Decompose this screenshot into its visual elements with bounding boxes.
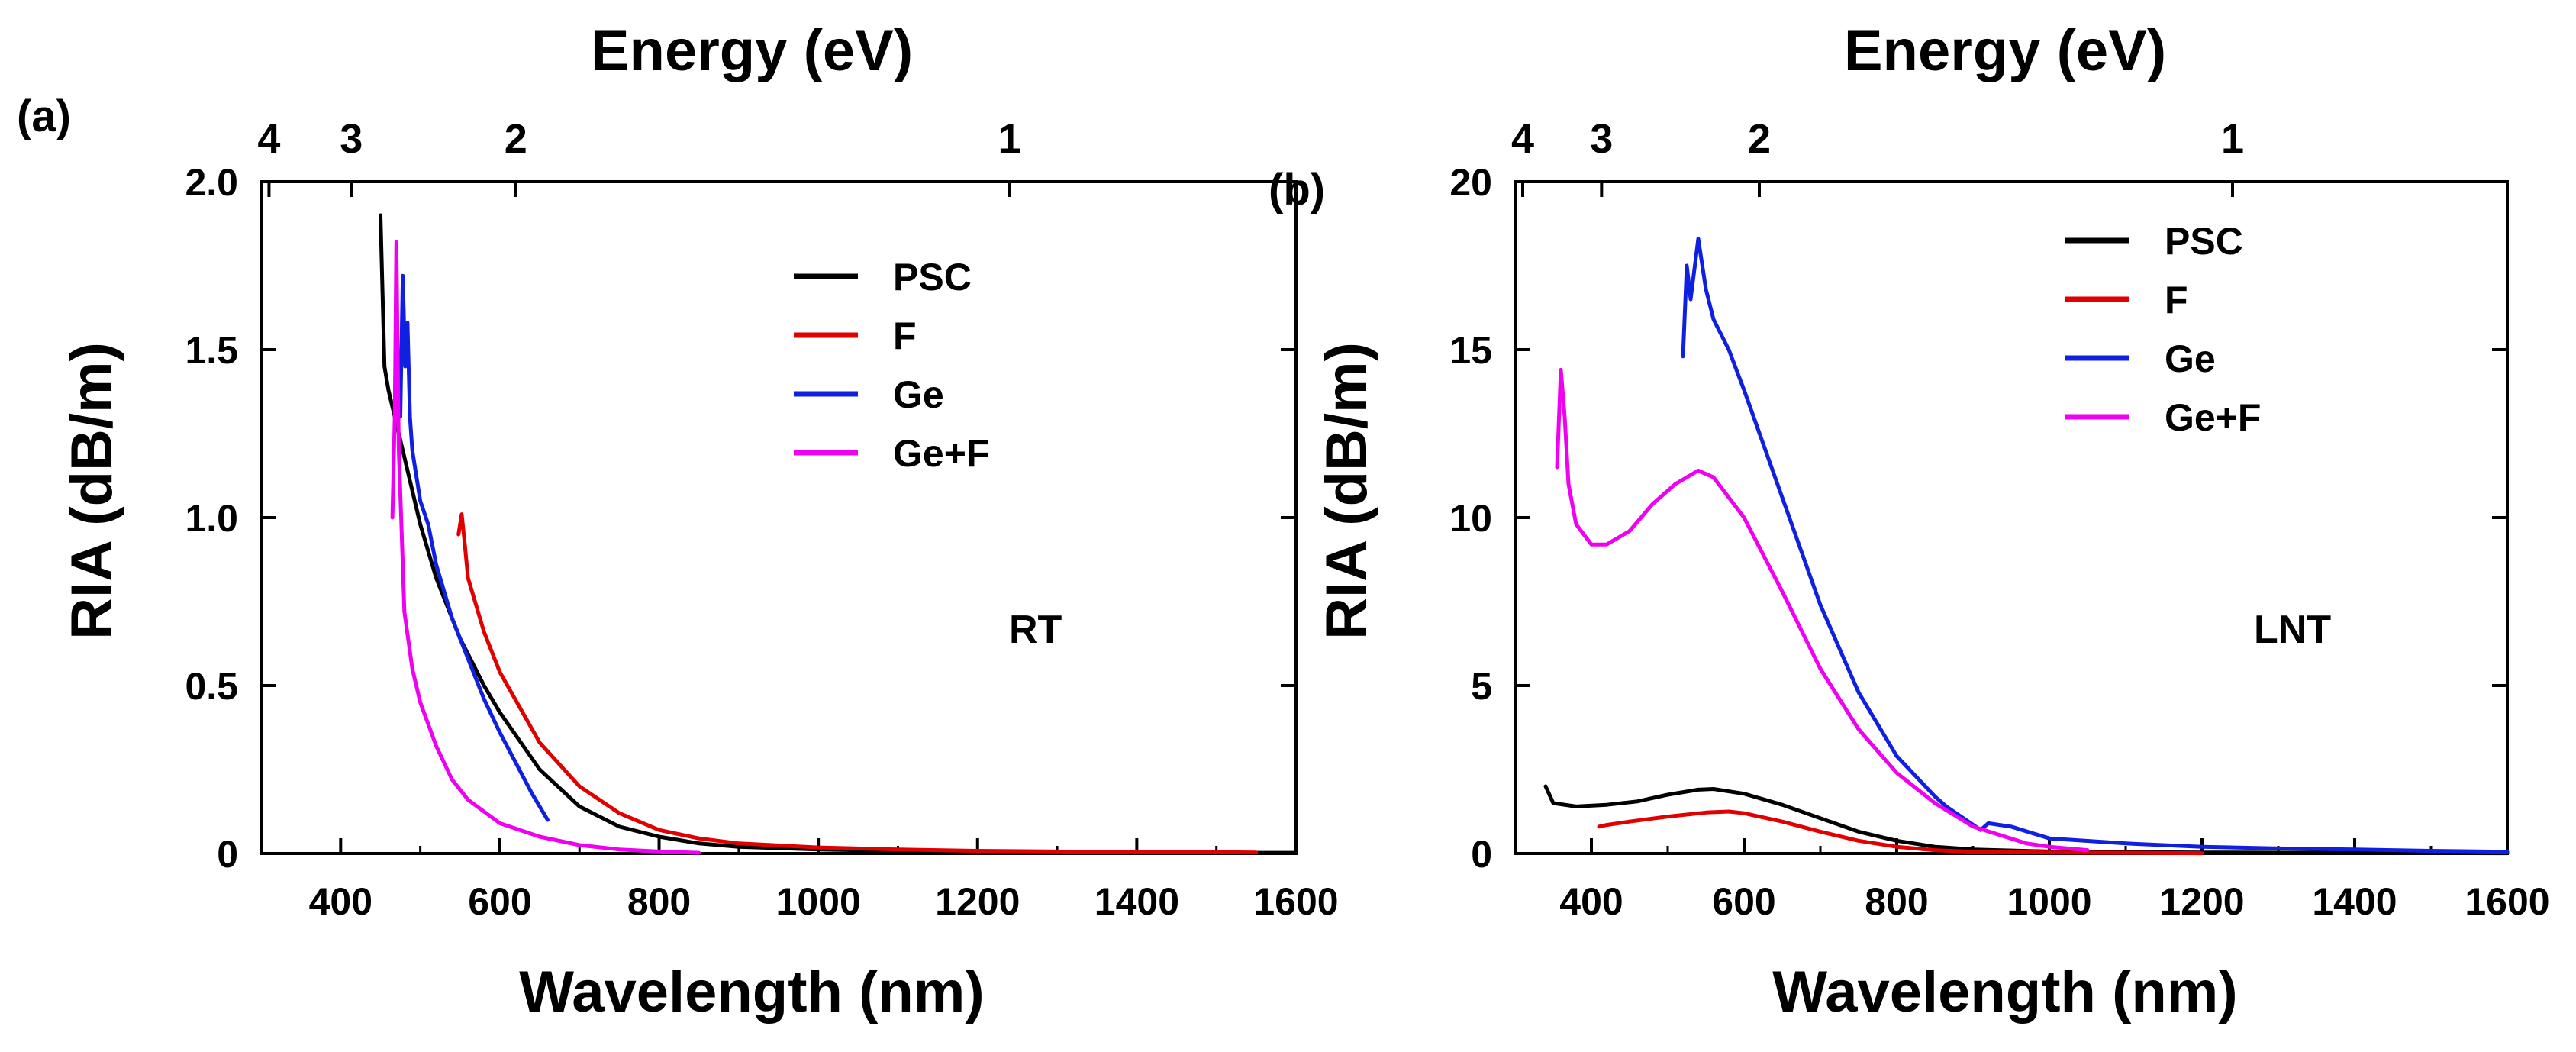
panel-a-legend-label-psc: PSC	[893, 256, 972, 298]
panel-b-energy-tick-label: 1	[2221, 116, 2244, 162]
panel-b-energy-axis-title: Energy (eV)	[1844, 18, 2166, 83]
panel-a-x-tick-label: 1400	[1095, 880, 1179, 923]
panel-a-annotation-rt: RT	[1009, 608, 1062, 652]
panel-a-legend-label-ge: Ge	[893, 373, 944, 416]
panel-a-energy-tick-label: 4	[257, 116, 280, 162]
panel-b-series-f	[1597, 809, 2204, 856]
panel-a-y-tick-label: 0	[217, 833, 238, 876]
panel-a-y-tick-label: 1.5	[185, 329, 238, 372]
panel-b-y-axis-title: RIA (dB/m)	[1314, 342, 1379, 640]
panel-a-y-tick-label: 0.5	[185, 665, 238, 708]
panel-b-label: (b)	[1269, 165, 1325, 215]
panel-a-y-tick-label: 1.0	[185, 497, 238, 540]
panel-b-series-ge	[1681, 237, 2510, 854]
panel-a-series-ge-plus-f	[390, 240, 701, 855]
panel-a-x-tick-label: 1200	[935, 880, 1020, 923]
panel-a-legend-label-f: F	[893, 315, 917, 357]
panel-b-legend-label-psc: PSC	[2165, 220, 2243, 263]
panel-b-x-tick-label: 400	[1559, 880, 1623, 923]
panel-b-y-tick-label: 5	[1471, 665, 1492, 708]
panel-b-y-tick-label: 20	[1449, 161, 1492, 204]
panel-a-x-tick-label: 1000	[776, 880, 861, 923]
panel-b-energy-tick-label: 4	[1511, 116, 1534, 162]
panel-b-legend-label-ge-plus-f: Ge+F	[2165, 396, 2261, 439]
panel-b-x-axis-title: Wavelength (nm)	[1772, 960, 2237, 1025]
panel-b-x-tick-label: 1200	[2159, 880, 2244, 923]
panel-b-annotation-lnt: LNT	[2254, 608, 2331, 652]
panel-b-y-tick-label: 0	[1471, 833, 1492, 876]
panel-b-y-tick-label: 10	[1449, 497, 1492, 540]
panel-b-legend-label-f: F	[2165, 279, 2188, 321]
panel-a-x-tick-label: 400	[309, 880, 372, 923]
panel-a-chart: (a) Energy (eV) Wavelength (nm) RIA (dB/…	[17, 18, 1339, 1025]
panel-a-y-tick-label: 2.0	[185, 161, 238, 204]
panel-a-x-tick-label: 1600	[1253, 880, 1338, 923]
panel-a-energy-tick-label: 3	[340, 116, 363, 162]
panel-b-x-tick-label: 1000	[2007, 880, 2091, 923]
panel-a-energy-axis-title: Energy (eV)	[591, 18, 913, 83]
panel-a-energy-tick-label: 2	[505, 116, 527, 162]
panel-b-energy-tick-label: 3	[1590, 116, 1613, 162]
panel-a-legend-label-ge-plus-f: Ge+F	[893, 432, 989, 475]
panel-a-y-axis-title: RIA (dB/m)	[60, 342, 124, 640]
panel-b-x-tick-label: 600	[1712, 880, 1775, 923]
panel-a-x-tick-label: 800	[627, 880, 691, 923]
panel-b-chart: (b) Energy (eV) Wavelength (nm) RIA (dB/…	[1269, 18, 2550, 1025]
panel-b-series-ge-plus-f	[1555, 367, 2090, 853]
panel-a-series-ge	[398, 273, 550, 822]
panel-b-legend-label-ge: Ge	[2165, 337, 2216, 380]
panel-a-energy-tick-label: 1	[998, 116, 1020, 162]
panel-b-energy-tick-label: 2	[1748, 116, 1771, 162]
panel-a-series-f	[456, 512, 1259, 855]
panel-b-y-tick-label: 15	[1449, 329, 1492, 372]
panel-b-x-tick-label: 1400	[2312, 880, 2397, 923]
panel-b-x-tick-label: 1600	[2465, 880, 2549, 923]
panel-a-label: (a)	[17, 92, 71, 141]
panel-b-x-tick-label: 800	[1865, 880, 1928, 923]
panel-a-x-axis-title: Wavelength (nm)	[519, 960, 984, 1025]
panel-a-x-tick-label: 600	[468, 880, 531, 923]
